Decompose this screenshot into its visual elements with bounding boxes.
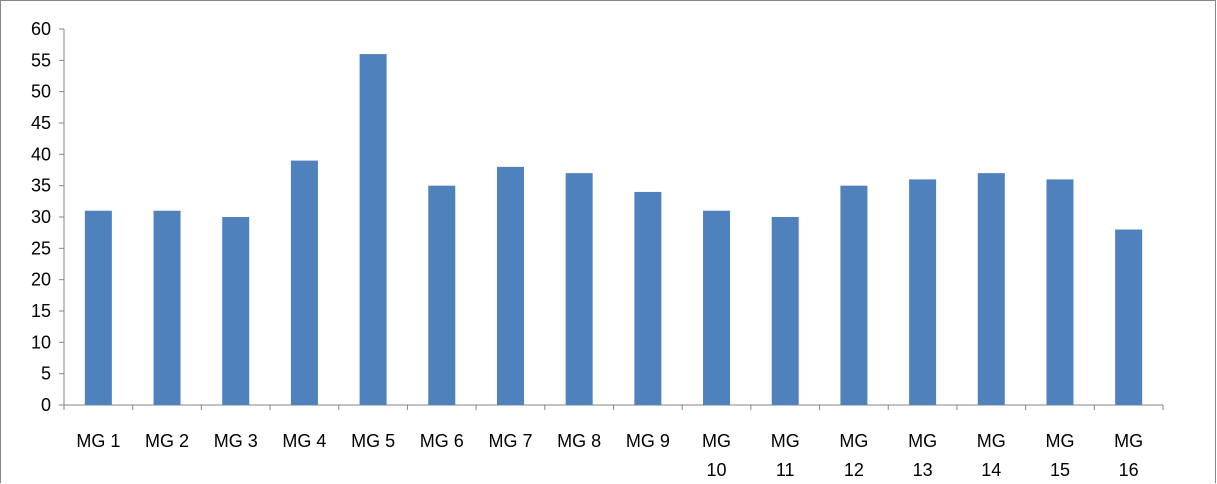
x-tick-label: MG 7	[488, 431, 532, 451]
x-tick-label: MG 14	[977, 431, 1006, 480]
x-tick-label: MG 4	[282, 431, 326, 451]
bar	[359, 54, 387, 406]
y-tick-label: 30	[31, 207, 51, 227]
x-tick-label: MG 9	[626, 431, 670, 451]
x-tick-label: MG 5	[351, 431, 395, 451]
x-tick-label: MG 12	[839, 431, 868, 480]
bar	[1115, 229, 1143, 405]
x-tick-label: MG 16	[1114, 431, 1143, 480]
x-axis: MG 1 MG 2 MG 3 MG 4 MG 5 MG 6 MG 7 MG 8 MG 9 MG 10…	[63, 404, 1164, 480]
bar	[222, 217, 250, 405]
y-tick-label: 5	[41, 364, 51, 384]
y-tick-label: 20	[31, 270, 51, 290]
bar	[290, 160, 318, 405]
bar	[84, 210, 112, 405]
bar	[428, 185, 456, 405]
y-tick-label: 35	[31, 176, 51, 196]
x-tick-label: MG 1	[76, 431, 120, 451]
bar	[565, 173, 593, 405]
x-tick-label: MG 10	[702, 431, 731, 480]
bar	[909, 179, 937, 405]
y-tick-label: 50	[31, 82, 51, 102]
bar	[496, 166, 524, 405]
y-tick-label: 10	[31, 332, 51, 352]
x-tick-label: MG 8	[557, 431, 601, 451]
bar	[634, 191, 662, 405]
bar	[703, 210, 731, 405]
bar	[153, 210, 181, 405]
y-tick-label: 25	[31, 238, 51, 258]
x-tick-label: MG 3	[214, 431, 258, 451]
x-tick-label: MG 6	[420, 431, 464, 451]
x-tick-label: MG 13	[908, 431, 937, 480]
bar	[1046, 179, 1074, 405]
y-tick-label: 15	[31, 301, 51, 321]
y-tick-label: 0	[41, 395, 51, 415]
y-tick-label: 60	[31, 19, 51, 39]
y-tick-label: 55	[31, 50, 51, 70]
y-axis: 0 5 10 15 20 25 30 35 40 45 50 55 60	[31, 19, 65, 415]
x-tick-label: MG 11	[771, 431, 800, 480]
y-tick-label: 45	[31, 113, 51, 133]
x-tick-label: MG 2	[145, 431, 189, 451]
x-tick-label: MG 15	[1045, 431, 1074, 480]
y-tick-label: 40	[31, 144, 51, 164]
bar	[977, 173, 1005, 405]
bar	[771, 217, 799, 405]
bars	[84, 54, 1143, 406]
bar	[840, 185, 868, 405]
